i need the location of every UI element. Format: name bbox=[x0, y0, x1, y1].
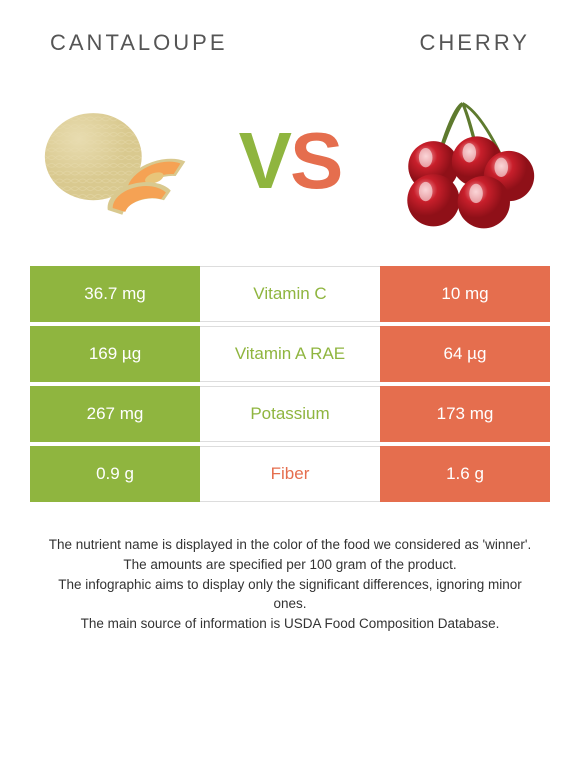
vs-label: VS bbox=[239, 115, 342, 207]
cantaloupe-image bbox=[40, 84, 195, 239]
right-value: 10 mg bbox=[380, 266, 550, 322]
footer-line: The main source of information is USDA F… bbox=[40, 615, 540, 633]
left-value: 169 µg bbox=[30, 326, 200, 382]
hero-section: VS bbox=[0, 66, 580, 266]
right-value: 173 mg bbox=[380, 386, 550, 442]
header: CANTALOUPE CHERRY bbox=[0, 0, 580, 66]
cherry-image bbox=[385, 84, 540, 239]
left-value: 36.7 mg bbox=[30, 266, 200, 322]
comparison-table: 36.7 mgVitamin C10 mg169 µgVitamin A RAE… bbox=[0, 266, 580, 502]
footer-line: The nutrient name is displayed in the co… bbox=[40, 536, 540, 554]
nutrient-label: Vitamin A RAE bbox=[200, 326, 380, 382]
right-value: 1.6 g bbox=[380, 446, 550, 502]
footer-line: The infographic aims to display only the… bbox=[40, 576, 540, 612]
nutrient-row: 169 µgVitamin A RAE64 µg bbox=[30, 326, 550, 382]
vs-v: V bbox=[239, 115, 290, 207]
nutrient-label: Vitamin C bbox=[200, 266, 380, 322]
footer-line: The amounts are specified per 100 gram o… bbox=[40, 556, 540, 574]
nutrient-label: Fiber bbox=[200, 446, 380, 502]
nutrient-row: 36.7 mgVitamin C10 mg bbox=[30, 266, 550, 322]
vs-s: S bbox=[290, 115, 341, 207]
right-food-title: CHERRY bbox=[419, 30, 530, 56]
left-value: 267 mg bbox=[30, 386, 200, 442]
left-value: 0.9 g bbox=[30, 446, 200, 502]
nutrient-row: 267 mgPotassium173 mg bbox=[30, 386, 550, 442]
left-food-title: CANTALOUPE bbox=[50, 30, 228, 56]
footer-notes: The nutrient name is displayed in the co… bbox=[0, 506, 580, 633]
nutrient-row: 0.9 gFiber1.6 g bbox=[30, 446, 550, 502]
right-value: 64 µg bbox=[380, 326, 550, 382]
nutrient-label: Potassium bbox=[200, 386, 380, 442]
